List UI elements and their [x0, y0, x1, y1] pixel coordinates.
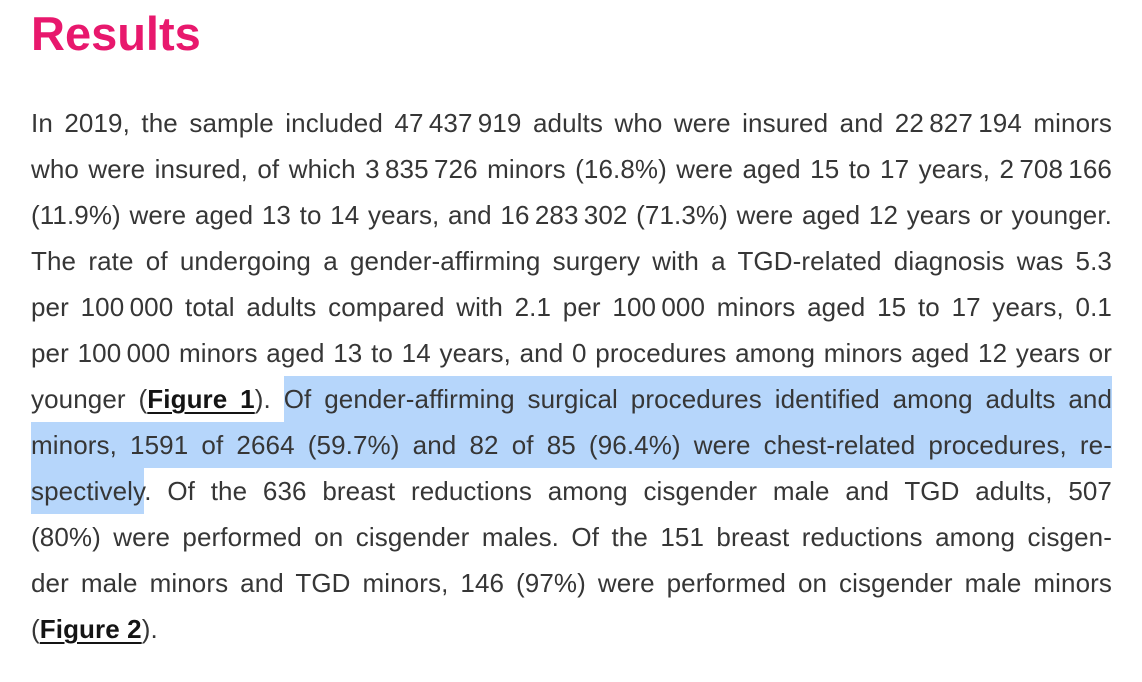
- text-line: The rate of undergoing a gender-affirmin…: [31, 238, 1112, 284]
- text-line: younger (Figure 1). Of gender-affirming …: [31, 376, 1112, 422]
- body-text: In 2019, the sample included 47 437 919 …: [31, 108, 1112, 138]
- body-text: (80%) were performed on cisgender males.…: [31, 522, 1112, 552]
- body-text: per 100 000 minors aged 13 to 14 years, …: [31, 338, 1112, 368]
- body-text: younger (: [31, 384, 148, 414]
- results-paragraph: In 2019, the sample included 47 437 919 …: [31, 100, 1112, 652]
- text-line: (11.9%) were aged 13 to 14 years, and 16…: [31, 192, 1112, 238]
- body-text: ).: [254, 384, 284, 414]
- text-line: spectively. Of the 636 breast reductions…: [31, 468, 1112, 514]
- selected-text: spectively: [31, 468, 145, 514]
- text-line: (Figure 2).: [31, 606, 1112, 652]
- figure-1-link[interactable]: Figure 1: [147, 384, 255, 414]
- body-text: der male minors and TGD minors, 146 (97%…: [31, 568, 1112, 598]
- text-line: minors, 1591 of 2664 (59.7%) and 82 of 8…: [31, 422, 1112, 468]
- text-line: (80%) were performed on cisgender males.…: [31, 514, 1112, 560]
- figure-2-link[interactable]: Figure 2: [39, 614, 142, 644]
- body-text: who were insured, of which 3 835 726 min…: [31, 154, 1112, 184]
- text-line: In 2019, the sample included 47 437 919 …: [31, 100, 1112, 146]
- text-line: who were insured, of which 3 835 726 min…: [31, 146, 1112, 192]
- text-line: der male minors and TGD minors, 146 (97%…: [31, 560, 1112, 606]
- body-text: (11.9%) were aged 13 to 14 years, and 16…: [31, 200, 1112, 230]
- results-section: Results In 2019, the sample included 47 …: [0, 6, 1142, 652]
- body-text: ).: [141, 614, 158, 644]
- body-text: (: [31, 614, 40, 644]
- body-text: The rate of undergoing a gender-affirmin…: [31, 246, 1112, 276]
- text-line: per 100 000 total adults compared with 2…: [31, 284, 1112, 330]
- text-line: per 100 000 minors aged 13 to 14 years, …: [31, 330, 1112, 376]
- body-text: per 100 000 total adults compared with 2…: [31, 292, 1112, 322]
- selected-text: Of gender-affirming surgical procedures …: [283, 376, 1112, 422]
- selected-text: minors, 1591 of 2664 (59.7%) and 82 of 8…: [31, 422, 1112, 468]
- results-heading: Results: [31, 7, 201, 60]
- body-text: . Of the 636 breast reductions among cis…: [144, 476, 1112, 506]
